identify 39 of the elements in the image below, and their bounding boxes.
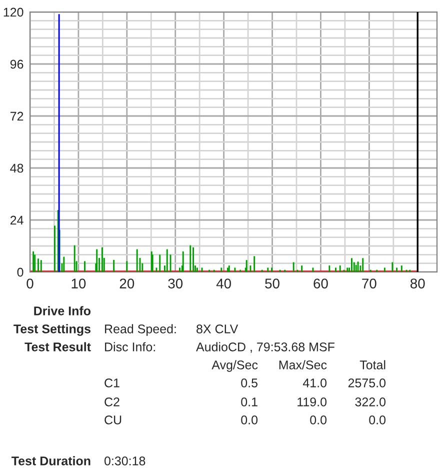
text: 0.0 [369, 416, 386, 424]
text: Drive Info [34, 306, 91, 316]
x-tick-label: 80 [410, 278, 425, 288]
x-tick-label: 10 [72, 278, 86, 288]
text: Total [360, 360, 386, 370]
x-tick-label: 0 [26, 278, 34, 288]
text: Read Speed: [105, 324, 176, 336]
x-tick-label: 60 [314, 278, 328, 288]
text: Avg/Sec [212, 360, 258, 372]
text: C1 [104, 378, 120, 388]
x-tick-label: 30 [168, 278, 183, 288]
text: Test Duration [12, 456, 90, 466]
text: Test Settings [14, 324, 90, 336]
text: 0.0 [241, 416, 258, 424]
text: Test Result [24, 342, 91, 352]
text: AudioCD , 79:53.68 MSF [196, 342, 334, 353]
text: 0.5 [241, 378, 258, 388]
text: 0:30:18 [104, 456, 146, 466]
text: Disc Info: [105, 342, 155, 352]
y-tick-label: 0 [17, 268, 24, 277]
text: 41.0 [302, 378, 327, 388]
text: 119.0 [298, 398, 327, 406]
text: CU [104, 416, 122, 424]
text: Max/Sec [279, 360, 327, 370]
text: 322.0 [355, 398, 386, 406]
text: C2 [104, 398, 120, 406]
text: 8X CLV [196, 324, 238, 334]
text: 0.1 [241, 398, 258, 406]
y-tick-label: 24 [10, 216, 24, 225]
x-tick-label: 70 [362, 278, 376, 288]
x-tick-label: 50 [265, 278, 280, 288]
x-tick-label: 20 [120, 278, 134, 288]
x-tick-label: 40 [216, 278, 231, 288]
text: 0.0 [310, 416, 327, 424]
y-tick-label: 96 [10, 60, 24, 69]
y-tick-label: 48 [10, 164, 24, 173]
y-tick-label: 72 [10, 112, 24, 121]
text: 2575.0 [348, 378, 386, 388]
y-tick-label: 120 [4, 8, 24, 17]
